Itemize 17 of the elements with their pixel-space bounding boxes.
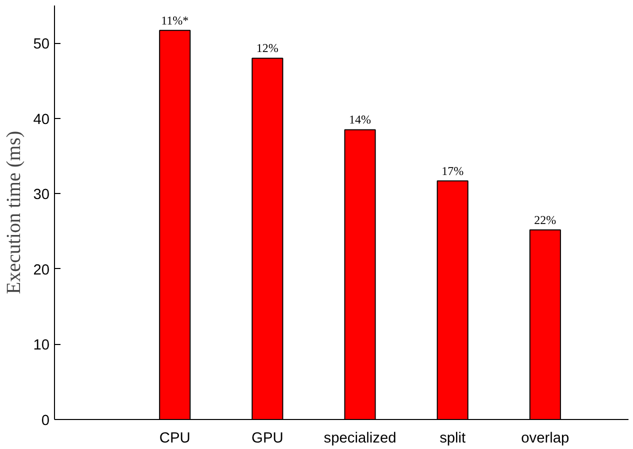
- y-axis-title: Execution time (ms): [3, 130, 26, 294]
- annotation: 12%: [256, 41, 278, 56]
- y-tick-label: 50: [33, 36, 50, 53]
- y-tick-label: 0: [41, 413, 50, 429]
- x-tick-label: split: [440, 430, 466, 446]
- x-tick-label: CPU: [159, 430, 190, 446]
- y-tick-label: 20: [33, 262, 50, 278]
- annotation: 17%: [442, 164, 464, 178]
- annotation: 22%: [534, 212, 556, 227]
- y-tick-label: 30: [33, 187, 50, 204]
- annotation: 11%*: [161, 13, 189, 28]
- y-tick-label: 10: [33, 338, 50, 354]
- x-tick-label: specialized: [324, 430, 396, 446]
- annotation: 14%: [349, 112, 372, 127]
- x-tick-label: GPU: [252, 430, 284, 446]
- x-tick-label: overlap: [521, 430, 570, 446]
- y-tick-label: 40: [33, 112, 50, 128]
